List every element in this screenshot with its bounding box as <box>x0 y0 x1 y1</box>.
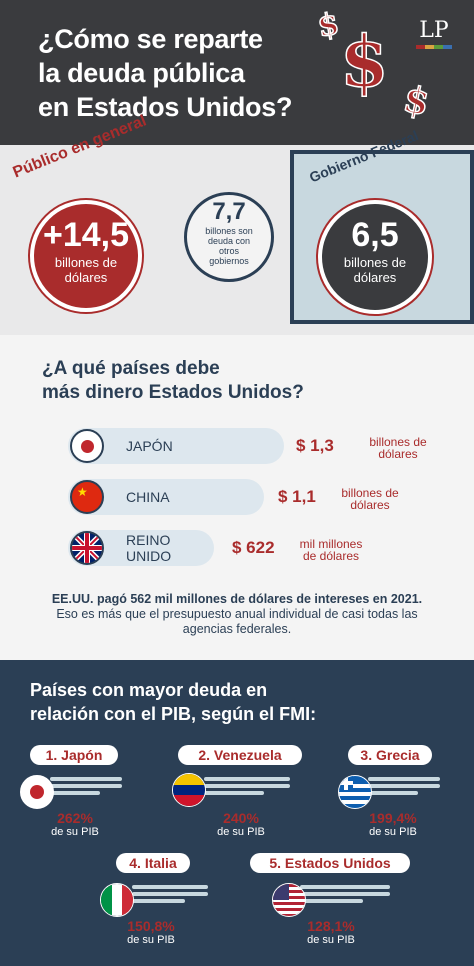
title-line-1: ¿Cómo se reparte <box>38 24 263 54</box>
country-name: JAPÓN <box>126 438 173 454</box>
italy-flag-icon <box>100 883 134 917</box>
dollar-icon: $ <box>339 19 389 104</box>
federal-circle: 6,5 billones de dólares <box>318 200 432 314</box>
decor-lines <box>50 777 122 798</box>
country-amount: $ 1,1 <box>278 487 316 506</box>
rank-pct: 199,4% <box>369 810 417 826</box>
japan-flag-icon <box>20 775 54 809</box>
general-unit-2: dólares <box>64 270 108 285</box>
general-amount: +14,5 <box>42 216 130 254</box>
rank-badge: 4. Italia <box>116 853 190 873</box>
pib-label: de su PIB <box>127 934 175 946</box>
imf-section <box>0 660 474 966</box>
uk-flag-icon <box>70 531 104 565</box>
japan-flag-icon <box>70 429 104 463</box>
country-pill-japan: JAPÓN <box>68 428 284 464</box>
other-text-4: gobiernos <box>209 256 249 266</box>
country-name: CHINA <box>126 489 170 505</box>
greece-flag-icon <box>338 775 372 809</box>
page-title: ¿Cómo se reparte la deuda pública en Est… <box>38 22 292 124</box>
logo-bars <box>416 45 452 49</box>
general-unit-1: billones de <box>54 255 118 270</box>
other-amount: 7,7 <box>212 198 246 225</box>
name-line: UNIDO <box>126 548 172 564</box>
general-public-circle: +14,5 billones de dólares <box>30 200 142 312</box>
unit-line: billones de <box>341 486 399 500</box>
country-pill-china: CHINA <box>68 479 264 515</box>
unit-line: mil millones <box>299 537 363 551</box>
imf-title: Países con mayor deuda en relación con e… <box>30 678 316 726</box>
pib-label: de su PIB <box>51 826 99 838</box>
country-amount: $ 622 <box>232 538 275 557</box>
rank-badge: 2. Venezuela <box>178 745 302 765</box>
name-line: REINO <box>126 532 171 548</box>
country-amount: $ 1,3 <box>296 436 334 455</box>
rank-pct: 128,1% <box>307 918 355 934</box>
title-line-2: la deuda pública <box>38 58 245 88</box>
country-name: REINO UNIDO <box>126 530 171 566</box>
lp-logo: LP <box>416 18 452 58</box>
rank-badge: 5. Estados Unidos <box>250 853 410 873</box>
pib-label: de su PIB <box>217 826 265 838</box>
note-rest: Eso es más que el presupuesto anual indi… <box>56 607 418 636</box>
other-text-3: otros <box>218 246 239 256</box>
unit-line: dólares <box>378 447 418 461</box>
pib-label: de su PIB <box>369 826 417 838</box>
dollar-icon: $ <box>314 6 342 46</box>
country-unit: mil millones de dólares <box>290 538 372 562</box>
federal-unit-2: dólares <box>353 270 397 285</box>
rank-badge: 1. Japón <box>30 745 118 765</box>
venezuela-flag-icon <box>172 773 206 807</box>
unit-line: de dólares <box>302 549 360 563</box>
decor-lines <box>132 885 208 906</box>
interest-note: EE.UU. pagó 562 mil millones de dólares … <box>40 592 434 637</box>
federal-unit-1: billones de <box>343 255 407 270</box>
other-text-2: deuda con <box>207 236 251 246</box>
decor-lines <box>368 777 440 798</box>
header: ¿Cómo se reparte la deuda pública en Est… <box>0 0 474 145</box>
china-flag-icon: ★ <box>70 480 104 514</box>
other-text-1: billones son <box>205 226 253 236</box>
countries-title-2: más dinero Estados Unidos? <box>42 382 304 403</box>
country-unit: billones de dólares <box>358 436 438 460</box>
imf-title-2: relación con el PIB, según el FMI: <box>30 704 317 724</box>
decor-lines <box>204 777 290 798</box>
decor-lines <box>300 885 390 906</box>
rank-pct: 150,8% <box>127 918 175 934</box>
rank-pct: 240% <box>223 810 259 826</box>
federal-amount: 6,5 <box>351 216 399 254</box>
logo-text: LP <box>419 18 449 43</box>
rank-pct: 262% <box>57 810 93 826</box>
imf-title-1: Países con mayor deuda en <box>30 680 268 700</box>
note-bold: EE.UU. pagó 562 mil millones de dólares … <box>51 592 423 606</box>
pib-label: de su PIB <box>307 934 355 946</box>
rank-badge: 3. Grecia <box>348 745 432 765</box>
countries-title: ¿A qué países debe más dinero Estados Un… <box>42 357 304 405</box>
country-unit: billones de dólares <box>330 487 410 511</box>
dollar-icon: $ <box>399 77 434 125</box>
title-line-3: en Estados Unidos? <box>38 92 293 122</box>
unit-line: billones de <box>369 435 427 449</box>
countries-title-1: ¿A qué países debe <box>42 358 220 379</box>
unit-line: dólares <box>350 498 390 512</box>
other-governments-circle: 7,7 billones son deuda con otros gobiern… <box>184 192 274 282</box>
usa-flag-icon <box>272 883 306 917</box>
